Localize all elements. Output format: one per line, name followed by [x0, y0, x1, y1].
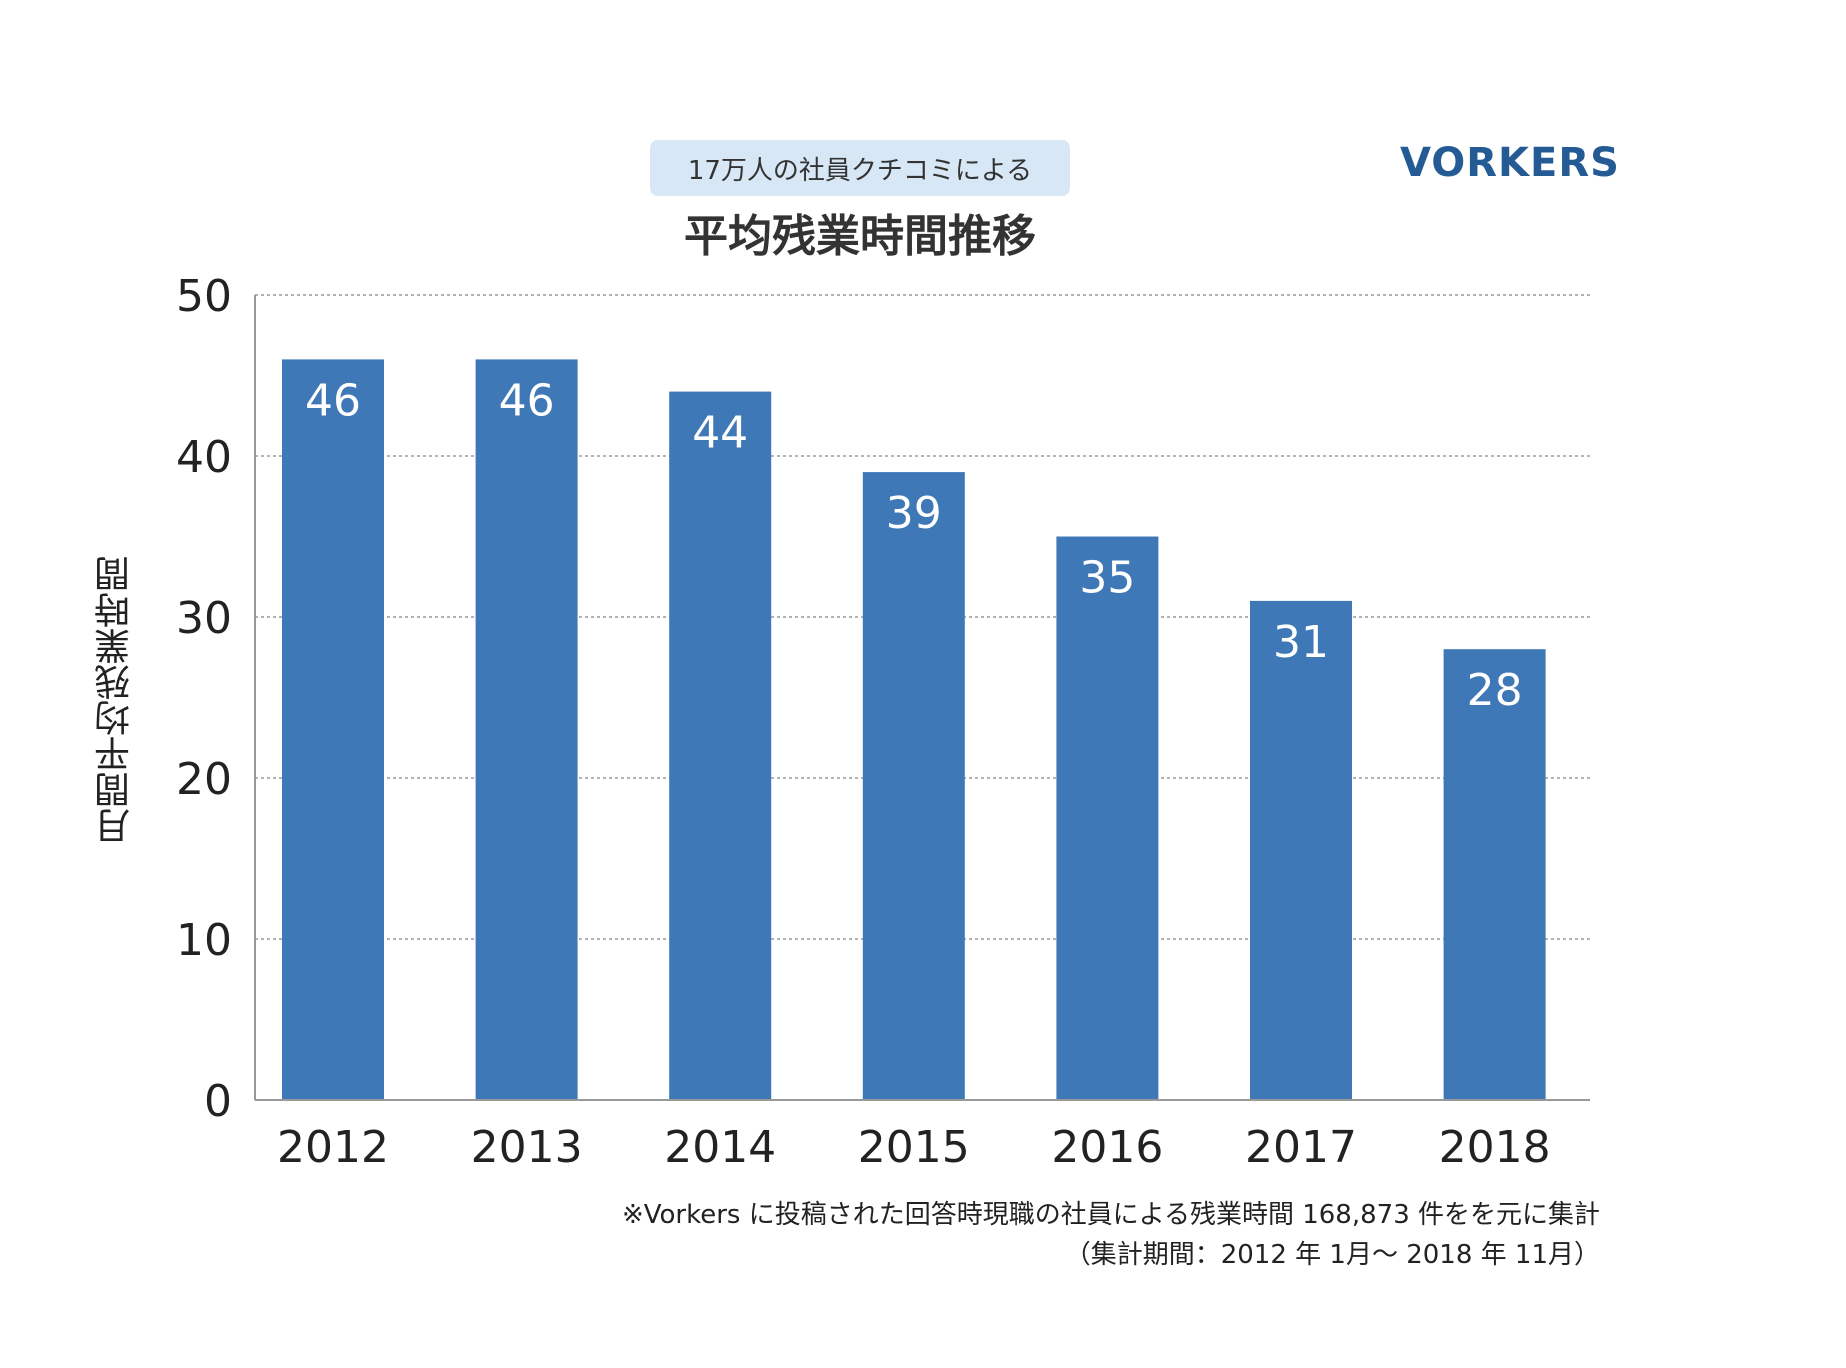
footnote-line-1: ※Vorkers に投稿された回答時現職の社員による残業時間 168,873 件…	[621, 1200, 1600, 1230]
subtitle-badge: 17万人の社員クチコミによる	[650, 140, 1070, 196]
bar-2013	[475, 359, 578, 1100]
y-axis-ticks: 0 10 20 30 40 50	[176, 271, 232, 1127]
y-tick-label: 10	[176, 915, 232, 966]
bar-value-label: 46	[305, 375, 361, 426]
x-tick-label: 2015	[858, 1122, 970, 1173]
bar-value-label: 44	[692, 408, 748, 459]
vorkers-logo: VORKERS	[1400, 140, 1620, 186]
bar-2015	[862, 472, 965, 1101]
bar-2014	[669, 391, 772, 1101]
y-tick-label: 0	[204, 1076, 232, 1127]
bar-2018	[1443, 649, 1546, 1100]
x-tick-label: 2016	[1051, 1122, 1163, 1173]
x-tick-label: 2012	[277, 1122, 389, 1173]
x-tick-label: 2014	[664, 1122, 776, 1173]
x-axis-ticks: 2012 2013 2014 2015 2016 2017 2018	[277, 1122, 1551, 1173]
bar-value-label: 35	[1079, 553, 1135, 604]
bar-2017	[1250, 600, 1352, 1100]
subtitle-text: 17万人の社員クチコミによる	[687, 155, 1033, 186]
bar-2012	[282, 359, 384, 1100]
footnote: ※Vorkers に投稿された回答時現職の社員による残業時間 168,873 件…	[400, 1195, 1600, 1275]
y-tick-label: 30	[176, 593, 232, 644]
bar-value-label: 31	[1273, 617, 1329, 668]
bars: 46 46 44 39 35 31 28	[282, 359, 1546, 1101]
bar-value-label: 39	[886, 488, 942, 539]
x-tick-label: 2018	[1439, 1122, 1551, 1173]
bar-value-label: 46	[499, 375, 555, 426]
bar-value-label: 28	[1467, 665, 1523, 716]
y-tick-label: 20	[176, 754, 232, 805]
chart-title: 平均残業時間推移	[684, 211, 1036, 262]
y-tick-label: 50	[176, 271, 232, 322]
x-tick-label: 2017	[1245, 1122, 1357, 1173]
y-tick-label: 40	[176, 432, 232, 483]
x-tick-label: 2013	[471, 1122, 583, 1173]
footnote-line-2: （集計期間：2012 年 1月〜 2018 年 11月）	[1064, 1240, 1600, 1270]
bar-2016	[1056, 536, 1159, 1100]
